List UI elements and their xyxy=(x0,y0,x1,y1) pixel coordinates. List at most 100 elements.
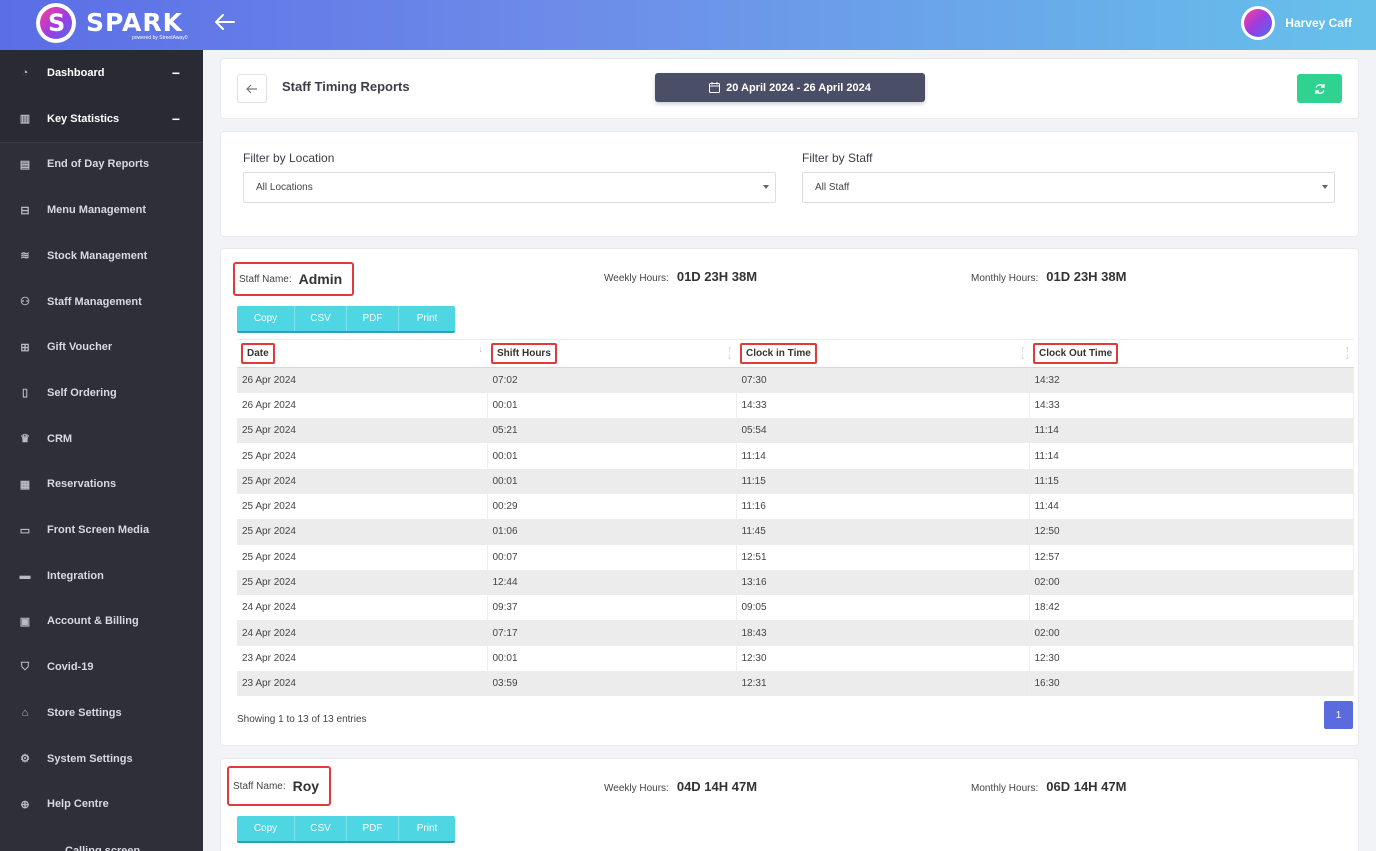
cell-clock-in: 09:05 xyxy=(736,595,1030,621)
sidebar-item-label: System Settings xyxy=(47,752,133,765)
staff-report-card: Staff Name: Roy Weekly Hours: 04D 14H 47… xyxy=(220,758,1359,851)
sidebar-item-staff-management[interactable]: ⚇ Staff Management xyxy=(0,279,203,325)
location-select-value: All Locations xyxy=(256,182,313,193)
pagination-page-1[interactable]: 1 xyxy=(1324,701,1353,729)
copy-button[interactable]: Copy xyxy=(237,306,295,331)
back-button[interactable] xyxy=(237,74,267,103)
sidebar-item-label: Integration xyxy=(47,569,104,582)
arrow-left-icon xyxy=(246,84,257,93)
weekly-hours: Weekly Hours: 04D 14H 47M xyxy=(604,779,757,794)
cell-clock-in: 05:54 xyxy=(736,418,1030,444)
table-row: 25 Apr 2024 05:21 05:54 11:14 xyxy=(237,418,1354,444)
cell-date: 25 Apr 2024 xyxy=(237,544,488,570)
table-row: 25 Apr 2024 00:01 11:14 11:14 xyxy=(237,443,1354,469)
cell-clock-out: 02:00 xyxy=(1029,620,1354,646)
csv-button[interactable]: CSV xyxy=(295,816,347,841)
dashboard-icon: ◔ xyxy=(21,67,29,79)
cell-clock-in: 18:43 xyxy=(736,620,1030,646)
cell-clock-in: 11:14 xyxy=(736,443,1030,469)
cell-clock-out: 12:30 xyxy=(1029,645,1354,672)
cell-shift-hours: 00:01 xyxy=(487,392,737,419)
cell-clock-in: 12:30 xyxy=(736,645,1030,672)
sidebar-item-menu-management[interactable]: ⊟ Menu Management xyxy=(0,187,203,233)
location-select[interactable]: All Locations xyxy=(243,172,776,203)
column-header-date[interactable]: Date ↓ xyxy=(237,339,487,368)
sidebar-item-front-screen-media[interactable]: ▭ Front Screen Media xyxy=(0,507,203,553)
sidebar-item-label: End of Day Reports xyxy=(47,158,150,171)
sidebar-item-gift-voucher[interactable]: ⊞ Gift Voucher xyxy=(0,324,203,370)
cell-date: 24 Apr 2024 xyxy=(237,620,488,646)
sidebar-item-label: Calling screen xyxy=(65,844,141,851)
table-row: 26 Apr 2024 07:02 07:30 14:32 xyxy=(237,367,1354,393)
brand-logo[interactable]: SPARK powered by StreetAway0 xyxy=(36,3,206,47)
cell-clock-in: 14:33 xyxy=(736,392,1030,419)
column-header-label: Clock Out Time xyxy=(1033,343,1119,364)
cell-clock-out: 12:57 xyxy=(1029,544,1354,570)
collapse-icon[interactable]: − xyxy=(171,65,180,81)
table-row: 25 Apr 2024 00:01 11:15 11:15 xyxy=(237,468,1354,494)
staff-name-value: Roy xyxy=(292,778,320,794)
staff-select[interactable]: All Staff xyxy=(802,172,1335,203)
sidebar-item-end-of-day-reports[interactable]: ▤ End of Day Reports xyxy=(0,141,203,187)
sidebar-item-covid-19[interactable]: ⛉ Covid-19 xyxy=(0,644,203,690)
refresh-button[interactable] xyxy=(1297,74,1342,103)
sidebar-item-help-centre[interactable]: ⊕ Help Centre xyxy=(0,781,203,827)
sidebar-item-stock-management[interactable]: ≋ Stock Management xyxy=(0,233,203,279)
tablet-icon: ▯ xyxy=(21,387,29,400)
sidebar-item-reservations[interactable]: ▦ Reservations xyxy=(0,461,203,507)
sidebar-item-store-settings[interactable]: ⌂ Store Settings xyxy=(0,690,203,736)
sidebar-item-account-billing[interactable]: ▣ Account & Billing xyxy=(0,598,203,644)
sidebar-item-crm[interactable]: ♛ CRM xyxy=(0,416,203,462)
print-button[interactable]: Print xyxy=(416,823,438,834)
print-button[interactable]: Print xyxy=(416,313,438,324)
weekly-hours-label: Weekly Hours: xyxy=(604,273,669,284)
staff-name-label: Staff Name: xyxy=(239,273,292,285)
cell-date: 24 Apr 2024 xyxy=(237,595,488,621)
sidebar-item-label: Staff Management xyxy=(47,295,142,308)
cell-clock-out: 14:33 xyxy=(1029,392,1354,419)
sidebar-toggle-arrow-icon[interactable] xyxy=(214,11,236,33)
credit-card-icon: ▬ xyxy=(19,569,31,582)
monthly-hours: Monthly Hours: 01D 23H 38M xyxy=(971,269,1126,284)
sidebar-item-key-statistics[interactable]: ▥ Key Statistics − xyxy=(0,95,203,142)
date-range-picker[interactable]: 20 April 2024 - 26 April 2024 xyxy=(655,73,925,102)
sidebar-item-self-ordering[interactable]: ▯ Self Ordering xyxy=(0,370,203,416)
copy-button[interactable]: Copy xyxy=(237,816,295,841)
calendar-icon: ▦ xyxy=(19,478,31,491)
cell-shift-hours: 00:29 xyxy=(487,493,737,520)
pdf-button[interactable]: PDF xyxy=(347,306,399,331)
column-header-clock-in[interactable]: Clock in Time ↑ ↓ xyxy=(736,339,1029,368)
calendar-icon xyxy=(709,82,721,93)
staff-report-card: Staff Name: Admin Weekly Hours: 01D 23H … xyxy=(220,248,1359,746)
filter-location-label: Filter by Location xyxy=(243,151,335,165)
cell-date: 25 Apr 2024 xyxy=(237,519,488,545)
document-icon: ▤ xyxy=(19,158,31,171)
column-header-label: Date xyxy=(241,343,275,364)
cart-icon: ⊟ xyxy=(20,204,30,217)
column-header-clock-out[interactable]: Clock Out Time ↑ ↓ xyxy=(1029,339,1354,368)
weekly-hours-value: 04D 14H 47M xyxy=(676,779,758,794)
cell-clock-out: 14:32 xyxy=(1029,367,1354,393)
table-row: 25 Apr 2024 00:29 11:16 11:44 xyxy=(237,493,1354,520)
user-menu[interactable]: Harvey Caff xyxy=(1241,5,1352,41)
pdf-button[interactable]: PDF xyxy=(347,816,399,841)
sidebar-item-dashboard[interactable]: ◔ Dashboard − xyxy=(0,50,203,96)
cell-shift-hours: 00:07 xyxy=(487,544,737,570)
caret-down-icon xyxy=(763,185,769,189)
sidebar-item-integration[interactable]: ▬ Integration xyxy=(0,553,203,599)
cell-date: 25 Apr 2024 xyxy=(237,468,488,494)
page-title: Staff Timing Reports xyxy=(282,79,410,94)
sidebar-item-system-settings[interactable]: ⚙ System Settings xyxy=(0,736,203,782)
sidebar-item-calling-screen[interactable]: Calling screen xyxy=(0,836,203,851)
csv-button[interactable]: CSV xyxy=(295,306,347,331)
sidebar-item-label: Dashboard xyxy=(47,67,105,79)
cell-shift-hours: 00:01 xyxy=(487,443,737,469)
cell-clock-out: 18:42 xyxy=(1029,595,1354,621)
column-header-shift-hours[interactable]: Shift Hours ↑ ↓ xyxy=(487,339,736,368)
export-button-group: Copy CSV PDF Print xyxy=(237,306,455,333)
avatar xyxy=(1241,6,1276,40)
table-row: 25 Apr 2024 00:07 12:51 12:57 xyxy=(237,544,1354,570)
user-icon: ⚇ xyxy=(20,296,30,308)
cell-shift-hours: 07:02 xyxy=(487,367,737,393)
collapse-icon[interactable]: − xyxy=(171,110,180,127)
